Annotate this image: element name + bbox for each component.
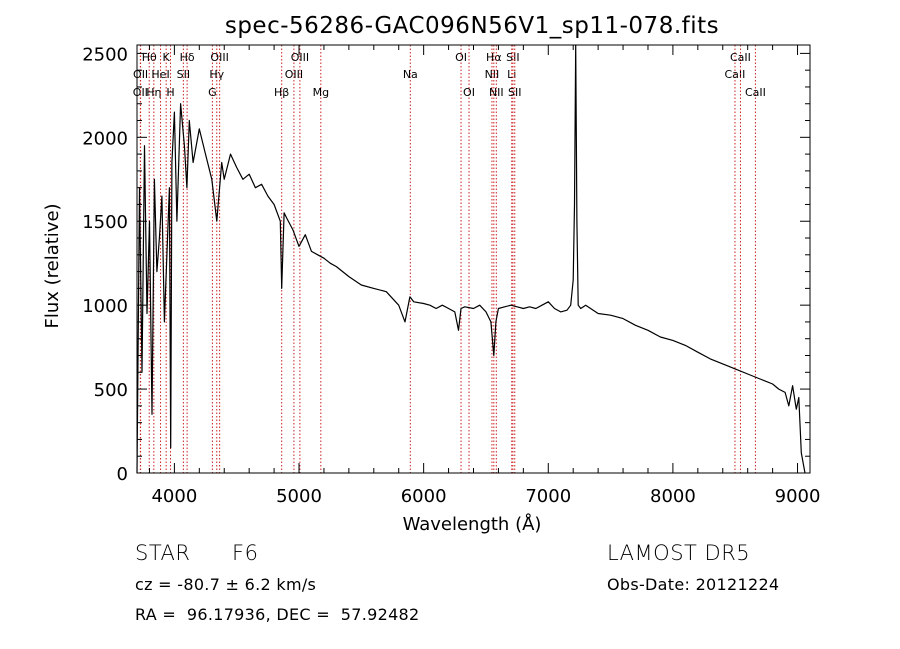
line-marker-label: Hδ xyxy=(180,51,195,64)
spectrum-series xyxy=(136,44,806,474)
x-axis-label: Wavelength (Å) xyxy=(403,513,542,535)
line-marker-label: Hθ xyxy=(142,51,157,64)
object-subclass: F6 xyxy=(232,541,259,565)
line-marker-label: OIII xyxy=(291,51,309,64)
line-marker-label: HeI xyxy=(151,68,169,81)
spectrum-line-0 xyxy=(136,44,806,474)
x-tick-label: 5000 xyxy=(276,486,322,507)
x-tick-label: 8000 xyxy=(650,486,696,507)
line-marker-label: CaII xyxy=(745,86,766,99)
plot-frame xyxy=(136,44,811,474)
observation-date: Obs-Date: 20121224 xyxy=(607,575,780,594)
line-marker-label: SII xyxy=(508,86,521,99)
x-tick-label: 4000 xyxy=(151,486,197,507)
line-marker-label: OIII xyxy=(285,68,303,81)
line-marker-label: Li xyxy=(507,68,516,81)
x-tick-label: 6000 xyxy=(401,486,447,507)
survey-name: LAMOST DR5 xyxy=(607,541,751,565)
line-marker-label: SII xyxy=(506,51,519,64)
y-tick-label: 1500 xyxy=(82,212,128,233)
x-tick-label: 7000 xyxy=(525,486,571,507)
line-marker-label: Mg xyxy=(313,86,329,99)
chart-title: spec-56286-GAC096N56V1_sp11-078.fits xyxy=(225,13,719,39)
line-marker-label: CaII xyxy=(730,51,751,64)
x-axis: 4000 5000 6000 7000 8000 9000 xyxy=(148,45,821,507)
y-tick-label: 2000 xyxy=(82,128,128,149)
y-tick-label: 0 xyxy=(117,464,128,485)
line-marker-label: OI xyxy=(463,86,475,99)
y-axis-label: Flux (relative) xyxy=(42,203,63,328)
line-marker-label: Hγ xyxy=(209,68,224,81)
line-marker-label: NII xyxy=(489,86,504,99)
line-marker-label: Hβ xyxy=(274,86,289,99)
redshift-value: cz = -80.7 ± 6.2 km/s xyxy=(135,575,317,594)
y-tick-label: 500 xyxy=(94,380,128,401)
sky-coordinates: RA = 96.17936, DEC = 57.92482 xyxy=(135,605,420,624)
spectral-line-markers: OIIOIIHθHηHeIKHSIIHδGHγOIIIHβOIIIOIIIMgN… xyxy=(133,45,766,473)
line-marker-label: Na xyxy=(403,68,418,81)
y-tick-label: 2500 xyxy=(82,44,128,65)
line-marker-label: NII xyxy=(485,68,500,81)
line-marker-label: K xyxy=(163,51,171,64)
line-marker-label: G xyxy=(208,86,217,99)
x-tick-label: 9000 xyxy=(775,486,821,507)
object-class: STAR xyxy=(135,541,191,565)
line-marker-label: Hα xyxy=(486,51,502,64)
line-marker-label: H xyxy=(166,86,174,99)
line-marker-label: Hη xyxy=(146,86,161,99)
y-tick-label: 1000 xyxy=(82,296,128,317)
line-marker-label: SII xyxy=(177,68,190,81)
line-marker-label: CaII xyxy=(725,68,746,81)
line-marker-label: OI xyxy=(455,51,467,64)
y-axis: 0 500 1000 1500 2000 2500 xyxy=(82,44,810,485)
line-marker-label: OIII xyxy=(210,51,228,64)
